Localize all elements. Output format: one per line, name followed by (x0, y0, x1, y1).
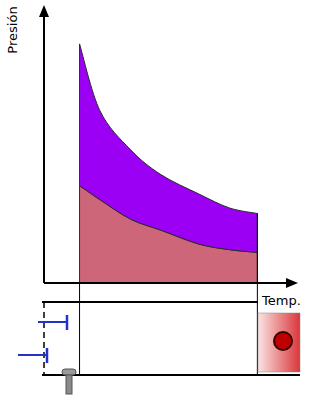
plot-area (80, 44, 258, 283)
piston-line (79, 283, 80, 375)
screw-head (62, 369, 76, 375)
cylinder-bottom (42, 374, 300, 376)
area-series (80, 44, 258, 253)
stop-bar (38, 321, 67, 323)
cylinder-wall (43, 302, 45, 375)
y-axis-arrow (39, 5, 49, 17)
stop-bar (18, 354, 47, 356)
heater-knob (274, 332, 292, 350)
stop-head (66, 315, 69, 330)
cylinder (18, 214, 300, 395)
chart: Presión Temp. (0, 0, 322, 396)
root: Presión Temp. (0, 0, 322, 396)
end-line (257, 214, 258, 376)
screw-body (66, 375, 72, 394)
y-axis (43, 15, 45, 283)
x-axis-arrow (286, 278, 298, 288)
x-axis-label: Temp. (261, 293, 301, 308)
stop-head (46, 348, 49, 363)
cylinder-top (42, 301, 258, 303)
y-axis-label: Presión (5, 6, 20, 53)
x-axis (44, 282, 288, 284)
heater (258, 313, 300, 372)
